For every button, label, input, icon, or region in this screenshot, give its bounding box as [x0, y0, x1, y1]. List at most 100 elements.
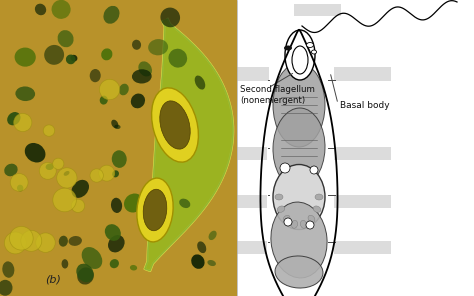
Ellipse shape — [100, 96, 108, 104]
Ellipse shape — [124, 194, 144, 213]
Ellipse shape — [14, 113, 32, 131]
Ellipse shape — [58, 30, 73, 47]
Text: Second flagellum
(nonemergent): Second flagellum (nonemergent) — [240, 85, 315, 105]
Ellipse shape — [315, 194, 323, 200]
Ellipse shape — [39, 163, 56, 179]
Ellipse shape — [277, 206, 285, 212]
Ellipse shape — [271, 202, 327, 278]
Ellipse shape — [310, 166, 318, 174]
Ellipse shape — [137, 178, 173, 242]
Ellipse shape — [148, 39, 168, 55]
Ellipse shape — [132, 69, 152, 83]
Ellipse shape — [179, 199, 190, 208]
Ellipse shape — [209, 231, 217, 240]
Ellipse shape — [25, 143, 46, 163]
Ellipse shape — [71, 55, 77, 62]
FancyBboxPatch shape — [334, 195, 391, 208]
Ellipse shape — [114, 125, 120, 129]
Ellipse shape — [105, 224, 121, 241]
Ellipse shape — [285, 30, 315, 80]
Ellipse shape — [82, 247, 102, 269]
Ellipse shape — [311, 50, 317, 54]
Ellipse shape — [111, 120, 118, 128]
Ellipse shape — [313, 206, 321, 212]
Ellipse shape — [168, 49, 187, 67]
Ellipse shape — [160, 101, 190, 149]
FancyBboxPatch shape — [237, 67, 269, 81]
Polygon shape — [260, 30, 337, 296]
Ellipse shape — [71, 199, 85, 213]
Ellipse shape — [72, 180, 89, 198]
Text: Basal body: Basal body — [340, 101, 390, 110]
Ellipse shape — [132, 40, 141, 50]
FancyBboxPatch shape — [334, 241, 391, 254]
Ellipse shape — [7, 112, 20, 125]
Ellipse shape — [307, 43, 313, 47]
FancyBboxPatch shape — [237, 195, 267, 208]
Ellipse shape — [283, 215, 290, 223]
Ellipse shape — [44, 45, 64, 65]
Ellipse shape — [119, 84, 129, 95]
Ellipse shape — [284, 46, 292, 51]
Ellipse shape — [52, 0, 71, 19]
Ellipse shape — [130, 265, 137, 271]
Ellipse shape — [36, 233, 55, 252]
Ellipse shape — [306, 221, 314, 229]
Ellipse shape — [112, 170, 119, 177]
FancyBboxPatch shape — [334, 67, 391, 81]
Text: (b): (b) — [45, 274, 61, 284]
Ellipse shape — [275, 194, 283, 200]
Ellipse shape — [308, 215, 315, 223]
Ellipse shape — [57, 168, 77, 188]
Ellipse shape — [90, 69, 100, 82]
Ellipse shape — [53, 158, 64, 169]
Ellipse shape — [191, 254, 205, 269]
Ellipse shape — [53, 188, 76, 212]
Ellipse shape — [110, 259, 119, 268]
Ellipse shape — [59, 236, 68, 247]
Ellipse shape — [273, 63, 325, 147]
FancyBboxPatch shape — [294, 4, 341, 16]
Bar — [237, 0, 474, 296]
Ellipse shape — [0, 280, 12, 296]
Ellipse shape — [100, 79, 120, 100]
Polygon shape — [145, 19, 233, 271]
Ellipse shape — [138, 61, 152, 76]
Ellipse shape — [292, 46, 308, 74]
Ellipse shape — [10, 173, 28, 191]
Ellipse shape — [46, 164, 54, 170]
Ellipse shape — [15, 86, 35, 101]
Ellipse shape — [99, 165, 115, 181]
Ellipse shape — [17, 185, 23, 192]
Ellipse shape — [35, 4, 46, 15]
Ellipse shape — [43, 125, 55, 136]
Ellipse shape — [4, 164, 18, 176]
Ellipse shape — [131, 94, 145, 108]
Ellipse shape — [4, 232, 26, 254]
Ellipse shape — [143, 189, 167, 231]
Ellipse shape — [284, 218, 292, 226]
FancyBboxPatch shape — [237, 241, 267, 254]
FancyBboxPatch shape — [237, 147, 267, 160]
Bar — [0, 0, 237, 296]
Ellipse shape — [280, 163, 290, 173]
Ellipse shape — [2, 261, 14, 278]
Ellipse shape — [160, 8, 180, 27]
Ellipse shape — [112, 150, 127, 168]
Ellipse shape — [15, 48, 36, 67]
Ellipse shape — [69, 236, 82, 246]
Polygon shape — [145, 19, 233, 271]
Ellipse shape — [301, 220, 307, 228]
FancyBboxPatch shape — [334, 147, 391, 160]
Ellipse shape — [103, 6, 119, 24]
Ellipse shape — [273, 165, 325, 229]
Ellipse shape — [77, 267, 94, 284]
Ellipse shape — [66, 54, 75, 64]
Ellipse shape — [90, 169, 103, 182]
Ellipse shape — [21, 230, 42, 251]
Ellipse shape — [64, 171, 70, 176]
Ellipse shape — [9, 226, 33, 250]
Ellipse shape — [208, 260, 216, 266]
Ellipse shape — [62, 259, 68, 268]
Ellipse shape — [108, 235, 125, 252]
